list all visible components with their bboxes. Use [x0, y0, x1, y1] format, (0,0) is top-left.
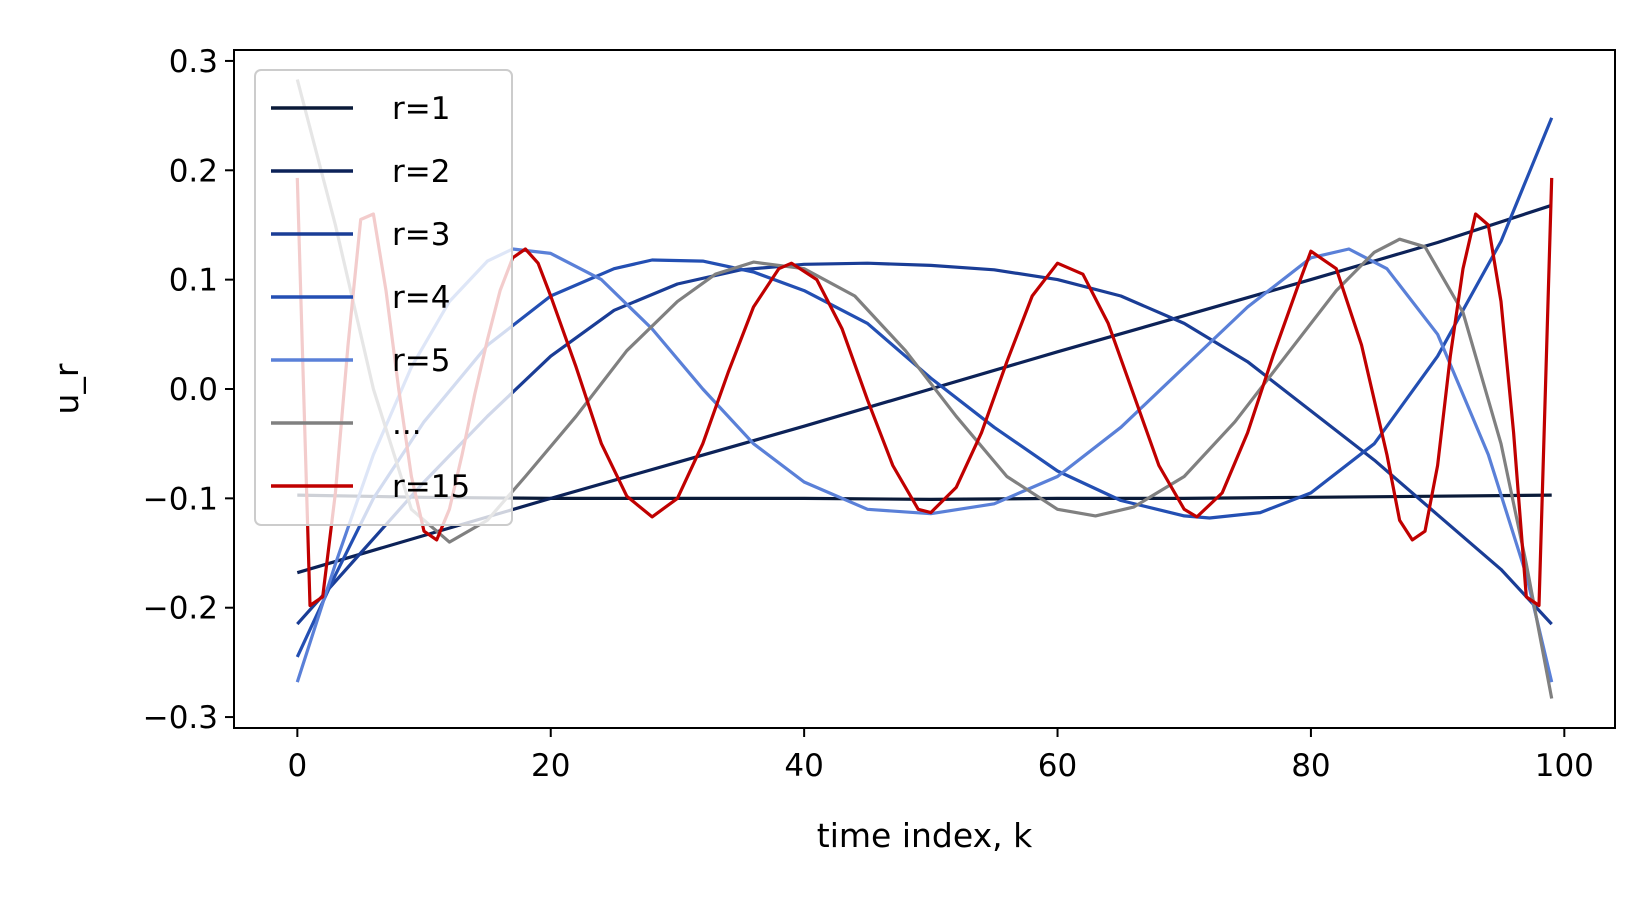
y-tick-label: 0.3 [169, 44, 218, 80]
y-tick-label: −0.1 [143, 481, 218, 517]
x-tick-label: 60 [1038, 748, 1077, 784]
legend-label: r=1 [392, 91, 450, 127]
legend-label: r=5 [392, 343, 450, 379]
x-tick-label: 80 [1291, 748, 1330, 784]
legend-label: r=2 [392, 154, 450, 190]
legend: r=1 r=2 r=3 r=4 r=5... r=15 [254, 69, 513, 526]
legend-label: ... [392, 406, 422, 442]
legend-label: r=4 [392, 280, 450, 316]
y-tick-label: 0.0 [169, 372, 218, 408]
legend-box [254, 69, 513, 526]
y-tick-label: 0.1 [169, 263, 218, 299]
x-tick-label: 20 [531, 748, 570, 784]
x-tick-label: 0 [287, 748, 307, 784]
x-tick-label: 40 [784, 748, 823, 784]
legend-label: r=15 [392, 469, 470, 505]
x-axis: 0 20 40 60 80 100 [287, 728, 1594, 784]
y-tick-label: 0.2 [169, 153, 218, 189]
y-axis-label: u_r [47, 363, 86, 414]
x-tick-label: 100 [1535, 748, 1594, 784]
y-tick-label: −0.2 [143, 591, 218, 627]
x-axis-label: time index, k [817, 816, 1033, 855]
series-line-6 [295, 177, 1554, 608]
legend-label: r=3 [392, 217, 450, 253]
y-axis: −0.3 −0.2 −0.1 0.0 0.1 0.2 0.3 [143, 44, 234, 736]
y-tick-label: −0.3 [143, 700, 218, 736]
